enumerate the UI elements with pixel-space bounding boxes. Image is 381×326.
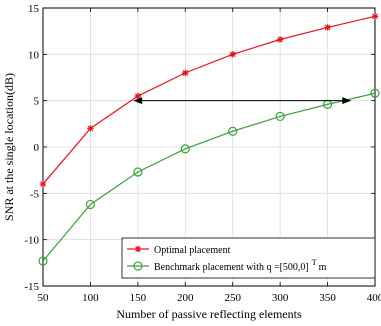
legend-entry-optimal: Optimal placement xyxy=(127,245,231,256)
y-axis-label: SNR at the single location(dB) xyxy=(2,73,16,221)
y-tick-label: 10 xyxy=(28,49,40,61)
annotation-layer xyxy=(133,97,352,105)
data-point xyxy=(370,88,380,98)
data-point xyxy=(39,180,47,188)
legend-label-benchmark-suffix: m xyxy=(319,262,327,273)
legend: Optimal placement Benchmark placement wi… xyxy=(121,237,376,279)
legend-marker-shape xyxy=(134,245,142,253)
data-point xyxy=(229,51,236,58)
y-tick-label: 5 xyxy=(34,96,40,108)
legend-label-benchmark-superscript: T xyxy=(312,258,317,267)
data-point xyxy=(134,92,142,100)
data-point xyxy=(87,125,94,132)
legend-label-benchmark-main: Benchmark placement with q =[500,0] xyxy=(154,262,309,273)
y-tick-label: -15 xyxy=(24,281,39,293)
x-axis-label: Number of passive reflecting elements xyxy=(116,307,302,321)
legend-marker-benchmark xyxy=(133,261,143,271)
x-tick-label: 200 xyxy=(177,292,194,304)
data-point xyxy=(182,69,189,77)
y-tick-label: -5 xyxy=(30,188,40,200)
y-tick-label: 15 xyxy=(28,3,40,15)
x-tick-label: 250 xyxy=(224,292,241,304)
y-tick-label: 0 xyxy=(34,142,40,154)
series-line-1 xyxy=(42,92,376,262)
data-point xyxy=(371,13,379,20)
legend-marker-optimal xyxy=(134,245,142,253)
x-tick-label: 300 xyxy=(272,292,289,304)
arrow-head-right xyxy=(342,97,352,105)
x-tick-label: 150 xyxy=(130,292,147,304)
legend-label-optimal: Optimal placement xyxy=(154,245,231,256)
series-1 xyxy=(38,88,380,266)
data-point xyxy=(38,256,48,266)
data-point xyxy=(180,144,190,154)
y-tick-label: -10 xyxy=(24,235,39,247)
data-point xyxy=(85,199,96,210)
x-tick-label: 50 xyxy=(38,292,50,304)
data-point xyxy=(133,167,143,177)
x-tick-label: 100 xyxy=(82,292,99,304)
data-point xyxy=(324,24,331,31)
data-point xyxy=(275,111,285,122)
legend-marker-shape xyxy=(133,261,143,271)
series-layer xyxy=(38,13,380,266)
series-line-0 xyxy=(42,15,376,185)
series-0 xyxy=(39,13,379,188)
x-tick-label: 400 xyxy=(367,292,381,304)
x-tick-label: 350 xyxy=(319,292,336,304)
axis-ticks: 50 100 150 200 250 300 350 400 -15 -10 -5 0 5 10 15 xyxy=(24,3,381,304)
legend-box xyxy=(121,237,376,279)
data-point xyxy=(276,36,284,43)
arrow-head-left xyxy=(133,97,143,105)
data-point xyxy=(228,126,238,136)
